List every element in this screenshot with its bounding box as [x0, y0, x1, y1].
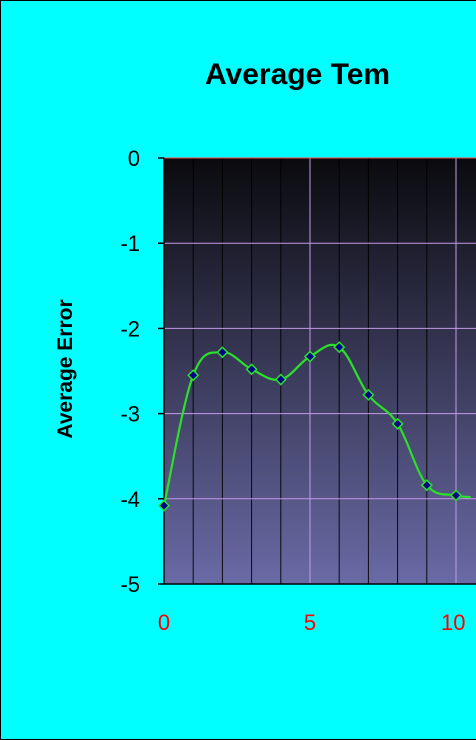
- data-point-marker: [420, 479, 433, 492]
- data-point-marker: [449, 489, 463, 502]
- y-tick-label: -5: [120, 572, 140, 597]
- y-tick-label: -1: [120, 231, 140, 256]
- data-point-marker: [187, 369, 200, 382]
- y-tick-label: -3: [120, 402, 140, 427]
- data-point-marker: [391, 417, 404, 430]
- data-point-marker: [362, 388, 375, 401]
- x-tick-label: 0: [158, 610, 170, 635]
- y-tick-label: 0: [128, 146, 140, 171]
- data-point-marker: [245, 363, 258, 376]
- data-point-marker: [333, 341, 346, 354]
- x-tick-label: 5: [304, 610, 316, 635]
- y-tick-label: -4: [120, 487, 140, 512]
- plot-area: [164, 158, 476, 584]
- chart-title: Average Tem: [205, 58, 391, 91]
- data-point-marker: [303, 350, 317, 363]
- data-point-marker: [274, 373, 287, 386]
- data-point-marker: [216, 346, 229, 359]
- y-tick-label: -2: [120, 316, 140, 341]
- data-point-marker: [157, 499, 171, 512]
- x-tick-label: 10: [441, 610, 465, 635]
